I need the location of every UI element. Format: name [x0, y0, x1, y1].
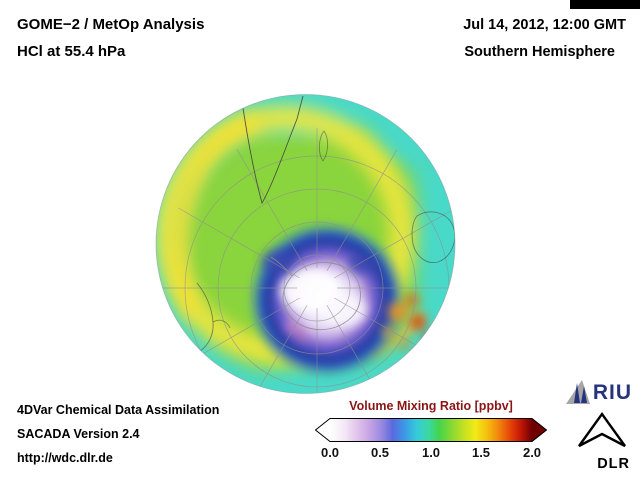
polar-vortex [239, 212, 415, 388]
top-right-black-bar [570, 0, 640, 9]
mixing-ratio-field [156, 94, 455, 394]
riu-logo: RIU [563, 377, 632, 407]
footer-credits: 4DVar Chemical Data Assimilation SACADA … [17, 398, 219, 470]
timestamp-label: Jul 14, 2012, 12:00 GMT [463, 17, 626, 33]
globe-outline [155, 94, 456, 394]
colorbar-title: Volume Mixing Ratio [ppbv] [349, 399, 513, 413]
colorbar-outline [315, 418, 547, 442]
dlr-emblem-icon [578, 411, 626, 448]
colorbar-right-arrow [532, 418, 547, 442]
assimilation-label: 4DVar Chemical Data Assimilation [17, 403, 220, 417]
colorbar-left-arrow [315, 418, 330, 442]
header-right: Jul 14, 2012, 12:00 GMT Southern Hemisph… [463, 12, 626, 66]
colorbar-gradient [330, 418, 532, 442]
tick-label-4: 2.0 [522, 445, 542, 460]
analysis-title: GOME−2 / MetOp Analysis [17, 16, 205, 33]
dlr-logo-text: DLR [597, 456, 630, 472]
riu-cathedral-icon [565, 380, 590, 404]
hemisphere-label: Southern Hemisphere [464, 44, 615, 60]
colorbar [315, 418, 547, 442]
tick-label-3: 1.5 [471, 445, 491, 460]
tick-label-1: 0.5 [370, 445, 390, 460]
colorbar-block: Volume Mixing Ratio [ppbv] [315, 399, 547, 461]
dlr-logo: DLR [568, 410, 630, 472]
tick-label-2: 1.0 [421, 445, 441, 460]
riu-logo-text: RIU [592, 381, 632, 404]
header-left: GOME−2 / MetOp Analysis HCl at 55.4 hPa [17, 11, 204, 65]
coastlines [196, 94, 455, 352]
species-level-label: HCl at 55.4 hPa [17, 43, 126, 60]
hotspot-speckles [286, 293, 433, 350]
colorbar-ticks: 0.0 0.5 1.0 1.5 2.0 [315, 445, 547, 461]
version-label: SACADA Version 2.4 [17, 427, 140, 441]
url-label: http://wdc.dlr.de [17, 451, 113, 465]
tick-label-0: 0.0 [320, 445, 340, 460]
